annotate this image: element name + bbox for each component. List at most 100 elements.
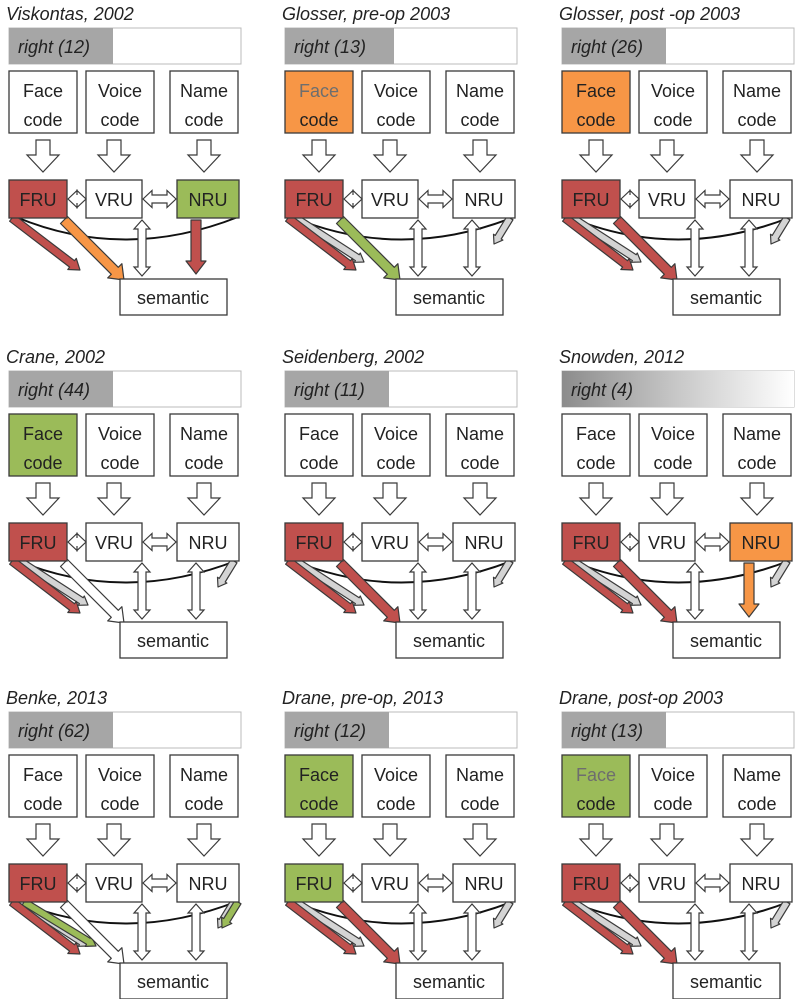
nru-label: NRU <box>465 874 504 894</box>
name-code-label: Name <box>456 424 504 444</box>
name-code-box <box>169 754 239 818</box>
nru-semantic-arrow <box>462 219 482 277</box>
voice-code-box <box>361 70 431 134</box>
vru-box <box>85 863 143 903</box>
voice-code-label: code <box>100 453 139 473</box>
nru-box <box>452 179 516 219</box>
connection-arc <box>568 900 792 925</box>
nru-tail-arrow <box>221 899 242 929</box>
laterality-label: right (12) <box>294 721 366 741</box>
face-code-box <box>8 413 78 477</box>
panel: Snowden, 2012 right (4) Face code Voice code N… <box>559 347 795 659</box>
fru-box <box>284 863 344 903</box>
fru-sweep-arrow <box>8 214 81 271</box>
name-to-nru-arrow <box>739 482 775 516</box>
vru-semantic-arrow <box>685 903 705 961</box>
voice-code-label: code <box>653 794 692 814</box>
fru-box <box>284 522 344 562</box>
fru-sweep-arrow <box>284 214 357 271</box>
semantic-label: semantic <box>137 288 209 308</box>
nru-label: NRU <box>189 533 228 553</box>
fru-sweep-arrow <box>8 557 81 614</box>
name-code-label: code <box>737 794 776 814</box>
vru-label: VRU <box>371 190 409 210</box>
panel: Viskontas, 2002 right (12) Face code Voice co… <box>6 4 242 316</box>
name-to-nru-arrow <box>739 139 775 173</box>
name-code-label: Name <box>180 765 228 785</box>
name-code-box <box>722 754 792 818</box>
fru-box <box>561 522 621 562</box>
panel: Drane, pre-op, 2013 right (12) Face code Voi… <box>282 688 518 999</box>
laterality-bar-fill <box>562 712 666 748</box>
voice-code-box <box>638 413 708 477</box>
vru-nru-arrow <box>418 189 453 209</box>
voice-to-vru-arrow <box>96 482 132 516</box>
voice-code-box <box>361 413 431 477</box>
panel-title: Glosser, pre-op 2003 <box>282 4 450 24</box>
fru-label: FRU <box>573 190 610 210</box>
panel: Glosser, pre-op 2003 right (13) Face code Vo… <box>282 4 518 316</box>
voice-code-box <box>85 413 155 477</box>
fru-tail-arrow <box>570 898 642 947</box>
laterality-bar-fill <box>285 712 389 748</box>
voice-to-vru-arrow <box>96 823 132 857</box>
voice-code-label: Voice <box>98 81 142 101</box>
connection-arc <box>291 216 515 241</box>
name-code-box <box>169 70 239 134</box>
connection-arc <box>568 559 792 584</box>
vru-nru-arrow <box>695 873 730 893</box>
fru-box <box>284 179 344 219</box>
voice-code-box <box>361 754 431 818</box>
voice-code-label: code <box>100 110 139 130</box>
nru-to-semantic-arrow <box>738 562 760 618</box>
face-code-label: code <box>299 110 338 130</box>
name-code-label: code <box>460 110 499 130</box>
nru-tail-arrow <box>492 899 514 929</box>
name-to-nru-arrow <box>186 823 222 857</box>
name-code-label: code <box>184 453 223 473</box>
fru-vru-arrow <box>67 189 87 209</box>
vru-semantic-arrow <box>132 903 152 961</box>
nru-label: NRU <box>189 190 228 210</box>
name-to-nru-arrow <box>739 823 775 857</box>
vru-semantic-arrow <box>685 219 705 277</box>
face-code-box <box>561 754 631 818</box>
nru-semantic-arrow <box>186 562 206 620</box>
fru-tail-arrow <box>570 557 642 606</box>
semantic-label: semantic <box>690 972 762 992</box>
face-code-label: Face <box>299 765 339 785</box>
face-code-label: code <box>576 794 615 814</box>
semantic-label: semantic <box>413 972 485 992</box>
nru-box <box>452 522 516 562</box>
name-code-label: Name <box>456 765 504 785</box>
connection-arc <box>291 559 515 584</box>
laterality-label: right (4) <box>571 380 633 400</box>
vru-nru-arrow <box>418 532 453 552</box>
name-code-label: code <box>460 794 499 814</box>
laterality-label: right (12) <box>18 37 90 57</box>
voice-to-vru-arrow <box>372 823 408 857</box>
connection-arc <box>15 216 239 241</box>
nru-box <box>176 179 240 219</box>
face-code-label: code <box>23 453 62 473</box>
fru-vru-arrow <box>343 532 363 552</box>
semantic-box <box>672 621 781 659</box>
laterality-label: right (26) <box>571 37 643 57</box>
fru-vru-arrow <box>67 873 87 893</box>
vru-semantic-arrow <box>132 219 152 277</box>
face-code-label: Face <box>299 424 339 444</box>
face-to-fru-arrow <box>301 823 337 857</box>
fru-to-semantic-arrow <box>612 899 678 965</box>
nru-tail-arrow <box>769 558 791 588</box>
name-code-label: Name <box>180 81 228 101</box>
name-code-box <box>722 413 792 477</box>
fru-box <box>8 522 68 562</box>
nru-label: NRU <box>742 190 781 210</box>
voice-code-label: code <box>653 453 692 473</box>
vru-label: VRU <box>371 533 409 553</box>
voice-code-label: Voice <box>374 424 418 444</box>
panel-title: Seidenberg, 2002 <box>282 347 424 367</box>
panel: Benke, 2013 right (62) Face code Voice code Na… <box>6 688 242 999</box>
fru-label: FRU <box>296 874 333 894</box>
fru-label: FRU <box>20 190 57 210</box>
